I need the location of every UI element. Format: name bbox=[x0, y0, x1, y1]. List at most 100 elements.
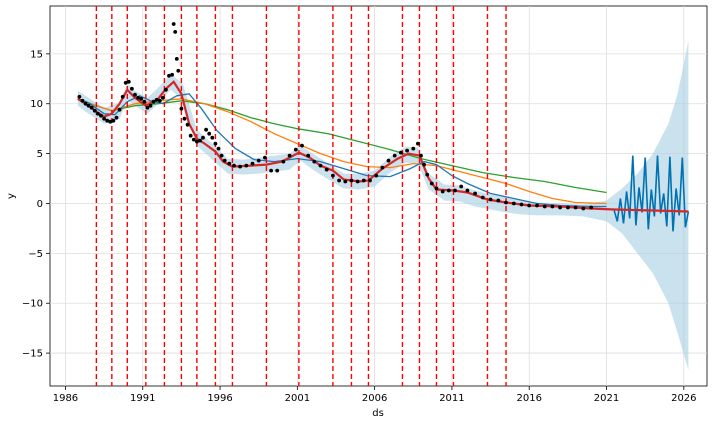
observed-point bbox=[535, 203, 539, 208]
observed-point bbox=[465, 188, 470, 193]
observed-point bbox=[182, 116, 187, 121]
observed-point bbox=[331, 173, 335, 178]
observed-point bbox=[392, 153, 397, 158]
y-tick-label: 15 bbox=[30, 49, 43, 60]
x-axis-label: ds bbox=[372, 408, 384, 419]
y-tick-label: 0 bbox=[37, 199, 43, 210]
observed-point bbox=[198, 138, 202, 143]
observed-point bbox=[136, 95, 141, 100]
observed-point bbox=[306, 153, 311, 158]
observed-point bbox=[380, 165, 385, 170]
x-tick-label: 2006 bbox=[362, 393, 387, 404]
observed-point bbox=[99, 113, 103, 118]
observed-point bbox=[89, 105, 94, 110]
observed-point bbox=[374, 173, 379, 178]
observed-point bbox=[566, 205, 570, 210]
observed-point bbox=[434, 186, 439, 191]
observed-point bbox=[154, 97, 159, 102]
observed-point bbox=[429, 181, 434, 186]
y-axis-ticks: −15 −10 −5 0 5 10 15 bbox=[22, 49, 50, 360]
observed-point bbox=[170, 72, 175, 77]
observed-point bbox=[300, 143, 304, 148]
observed-point bbox=[399, 150, 403, 155]
observed-point bbox=[405, 148, 409, 153]
observed-point bbox=[92, 108, 97, 113]
observed-point bbox=[293, 147, 298, 152]
observed-point bbox=[201, 135, 205, 140]
y-tick-label: 10 bbox=[30, 99, 43, 110]
observed-point bbox=[188, 133, 193, 138]
y-tick-label: −15 bbox=[22, 349, 43, 360]
observed-point bbox=[111, 118, 116, 123]
observed-point bbox=[355, 179, 360, 184]
observed-point bbox=[256, 158, 261, 163]
observed-point bbox=[573, 205, 578, 210]
observed-point bbox=[191, 137, 196, 142]
observed-point bbox=[250, 161, 255, 166]
observed-point bbox=[527, 203, 532, 208]
observed-point bbox=[419, 153, 423, 158]
observed-point bbox=[222, 158, 227, 163]
observed-point bbox=[83, 101, 88, 106]
observed-point bbox=[86, 103, 91, 108]
green-series-line bbox=[77, 98, 607, 194]
observed-point bbox=[386, 158, 391, 163]
x-tick-label: 2021 bbox=[594, 393, 619, 404]
forecast-line bbox=[613, 155, 690, 232]
observed-point bbox=[123, 80, 128, 85]
observed-point bbox=[324, 167, 329, 172]
observed-point bbox=[102, 116, 106, 121]
x-axis-ticks: 1986 1991 1996 2001 2006 2011 2016 2021 2026 bbox=[53, 386, 697, 404]
observed-point bbox=[349, 178, 354, 183]
observed-point bbox=[480, 195, 485, 200]
observed-point bbox=[550, 204, 555, 209]
observed-point bbox=[96, 111, 100, 116]
observed-point bbox=[213, 141, 218, 146]
observed-point bbox=[173, 30, 178, 34]
observed-point bbox=[167, 73, 171, 78]
observed-point bbox=[519, 202, 524, 207]
observed-point bbox=[368, 178, 372, 183]
observed-point bbox=[488, 197, 493, 202]
observed-point bbox=[269, 168, 273, 173]
observed-point bbox=[422, 162, 426, 167]
plot-area bbox=[49, 5, 708, 387]
observed-point bbox=[179, 106, 184, 111]
observed-point bbox=[204, 127, 209, 132]
x-tick-label: 1996 bbox=[207, 393, 232, 404]
x-tick-label: 2026 bbox=[671, 393, 696, 404]
observed-point bbox=[232, 163, 236, 168]
observed-point bbox=[219, 153, 224, 158]
observed-point bbox=[440, 189, 445, 194]
observed-point bbox=[114, 115, 119, 120]
observed-point bbox=[207, 131, 212, 136]
observed-point bbox=[459, 184, 464, 189]
observed-point bbox=[151, 99, 156, 104]
observed-point bbox=[145, 105, 150, 110]
observed-point bbox=[281, 159, 286, 164]
fit-line bbox=[77, 80, 689, 213]
observed-point bbox=[275, 168, 280, 173]
observed-point bbox=[120, 94, 125, 99]
observed-point bbox=[511, 201, 516, 206]
y-tick-label: −5 bbox=[28, 249, 43, 260]
observed-point bbox=[139, 96, 144, 101]
observed-point bbox=[238, 164, 243, 169]
blue-series-line bbox=[77, 93, 607, 208]
observed-point bbox=[108, 119, 113, 124]
observed-point bbox=[133, 92, 137, 97]
observed-point bbox=[263, 155, 267, 160]
observed-point bbox=[80, 98, 85, 103]
changepoint-lines bbox=[95, 6, 507, 386]
observed-point bbox=[318, 163, 323, 168]
observed-point bbox=[142, 99, 147, 104]
observed-point bbox=[473, 191, 477, 196]
observed-point bbox=[425, 172, 430, 177]
observed-point bbox=[126, 79, 131, 84]
observed-point bbox=[312, 159, 317, 164]
observed-point bbox=[411, 146, 416, 151]
observed-point bbox=[174, 57, 179, 61]
x-tick-label: 1991 bbox=[130, 393, 155, 404]
